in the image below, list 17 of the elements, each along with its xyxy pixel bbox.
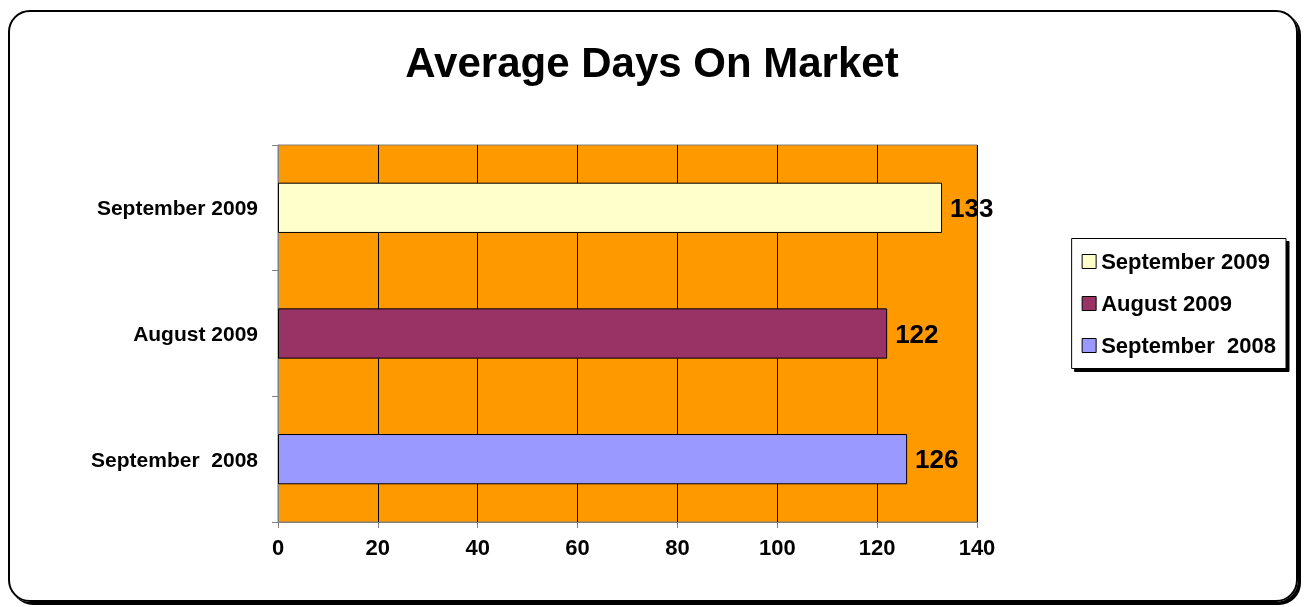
x-tick-label: 60	[565, 534, 590, 560]
x-tick-label: 140	[958, 534, 996, 560]
x-tick-label: 40	[465, 534, 490, 560]
y-tick-label: August 2009	[133, 322, 258, 345]
x-tick-label: 20	[365, 534, 391, 560]
legend-label: September 2008	[1101, 333, 1276, 358]
x-tick-label: 120	[858, 534, 896, 560]
x-tick-label: 0	[271, 534, 285, 560]
legend-label: September 2009	[1101, 249, 1270, 274]
legend-label: August 2009	[1101, 291, 1232, 316]
x-tick-label: 100	[758, 534, 796, 560]
x-tick-label: 80	[665, 534, 690, 560]
data-label: 122	[895, 318, 939, 349]
data-label: 126	[915, 444, 959, 475]
y-tick-label: September 2008	[91, 447, 259, 471]
y-tick-label: September 2009	[96, 196, 258, 220]
chart-title: Average Days On Market	[405, 38, 899, 86]
